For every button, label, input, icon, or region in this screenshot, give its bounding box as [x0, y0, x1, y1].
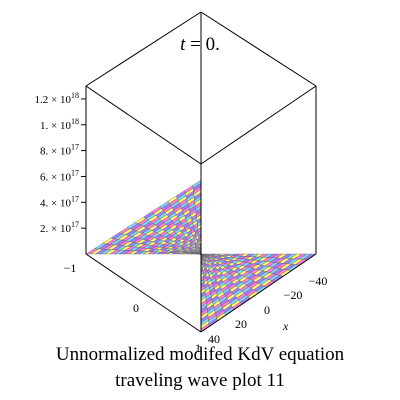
bounding-box-back-edges: [85, 11, 317, 180]
z-tick-label: 1.2 × 1018: [35, 91, 79, 106]
box-edge: [200, 11, 317, 87]
box-edge: [200, 85, 317, 165]
box-edge: [200, 253, 317, 333]
z-axis: 1.2 × 1018 1. × 1018 8. × 1017 6. × 1017 4. …: [35, 91, 86, 235]
surface-mesh: [85, 179, 317, 333]
y-tick-label: 0: [133, 301, 139, 315]
box-edge: [85, 253, 202, 333]
x-tick-label: 20: [235, 317, 247, 331]
box-edge: [85, 85, 202, 165]
x-tick-label: 40: [208, 332, 220, 346]
x-axis: −40 −20 0 20 40: [208, 274, 327, 346]
x-tick-label: −20: [284, 288, 303, 302]
z-tick-label: 8. × 1017: [40, 143, 79, 158]
box-edge: [85, 11, 202, 87]
caption-line-1: Unnormalized modifed KdV equation: [55, 344, 345, 365]
z-tick-label: 1. × 1018: [40, 117, 79, 132]
z-tick-label: 4. × 1017: [40, 194, 79, 209]
x-tick-label: 0: [264, 303, 270, 317]
y-tick-label: 1: [195, 341, 201, 355]
plot-title: t = 0.: [180, 34, 220, 55]
x-axis-label: x: [282, 319, 289, 333]
y-axis: −1 0 1: [64, 261, 201, 355]
bounding-box-front-edges: [85, 85, 317, 333]
z-tick-label: 6. × 1017: [40, 168, 79, 183]
y-tick-label: −1: [64, 261, 77, 275]
caption-line-2: traveling wave plot 11: [115, 370, 285, 391]
z-tick-label: 2. × 1017: [40, 220, 79, 235]
x-tick-label: −40: [309, 274, 328, 288]
